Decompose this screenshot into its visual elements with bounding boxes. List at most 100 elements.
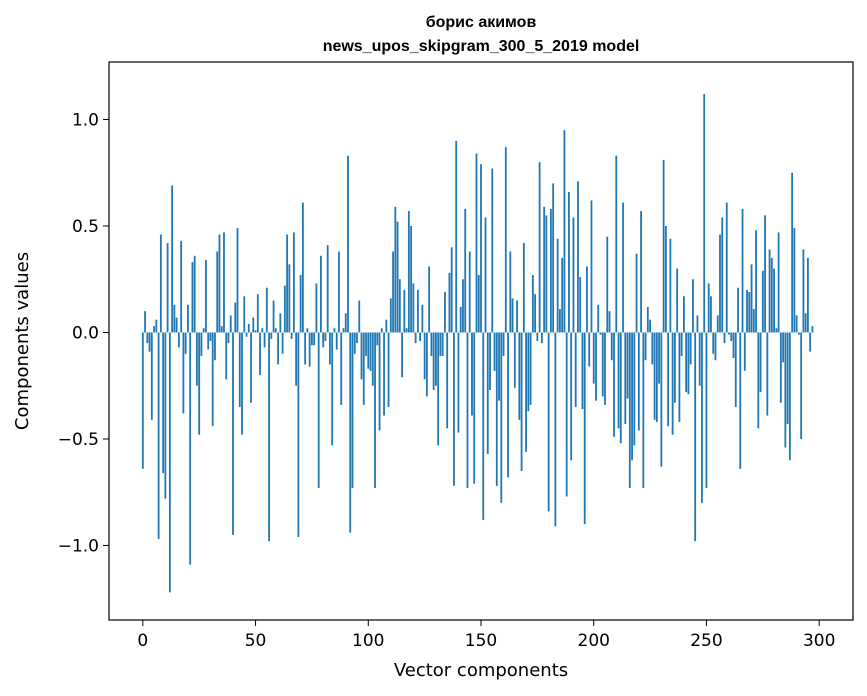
- bar-129: [432, 332, 435, 390]
- bar-152: [484, 217, 487, 333]
- bar-123: [419, 332, 422, 341]
- bar-198: [588, 332, 591, 367]
- y-tick-label: 1.0: [72, 111, 99, 131]
- bar-225: [649, 319, 651, 333]
- bar-168: [520, 332, 523, 471]
- bar-223: [644, 332, 647, 361]
- bar-261: [730, 332, 733, 341]
- bar-197: [586, 266, 588, 333]
- bar-274: [759, 332, 762, 393]
- bar-262: [732, 332, 735, 359]
- bar-19: [184, 332, 187, 354]
- bar-171: [527, 332, 530, 412]
- bar-240: [683, 296, 685, 333]
- bar-226: [651, 332, 654, 365]
- bar-217: [631, 332, 633, 461]
- bar-214: [624, 332, 627, 425]
- bar-48: [250, 332, 252, 403]
- bar-280: [773, 268, 775, 333]
- bar-115: [401, 332, 403, 378]
- bar-245: [694, 332, 697, 542]
- x-tick-label: 50: [245, 631, 267, 651]
- bar-88: [340, 332, 343, 405]
- bar-83: [329, 332, 331, 365]
- bar-71: [301, 202, 304, 333]
- bar-series: [141, 93, 814, 593]
- bar-257: [721, 217, 724, 333]
- bar-108: [385, 319, 388, 333]
- bar-105: [378, 332, 381, 431]
- bar-184: [556, 238, 559, 333]
- bar-72: [304, 332, 307, 365]
- bar-1: [144, 311, 146, 333]
- bar-62: [281, 332, 284, 354]
- bar-32: [214, 332, 216, 361]
- x-tick-label: 300: [803, 631, 835, 651]
- bar-141: [459, 306, 462, 333]
- bar-75: [311, 332, 313, 346]
- bar-21: [189, 332, 192, 565]
- bar-4: [150, 332, 153, 420]
- bar-249: [703, 93, 706, 333]
- bar-131: [437, 332, 440, 446]
- bar-253: [712, 332, 715, 354]
- bar-254: [714, 332, 717, 361]
- bar-99: [365, 332, 367, 356]
- bar-246: [696, 315, 699, 333]
- y-axis-ticks: −1.0 −0.5 0.0 0.5 1.0: [58, 111, 109, 556]
- bar-5: [153, 326, 155, 333]
- bar-35: [220, 326, 223, 333]
- bar-119: [410, 225, 413, 333]
- bar-285: [784, 332, 787, 448]
- bar-258: [723, 332, 726, 344]
- bar-237: [676, 268, 679, 333]
- bar-255: [716, 315, 719, 333]
- bar-148: [475, 153, 478, 333]
- bar-45: [243, 296, 246, 333]
- bar-136: [448, 272, 451, 333]
- bar-180: [547, 332, 550, 512]
- bar-281: [775, 328, 778, 333]
- bar-85: [333, 328, 336, 333]
- bar-164: [511, 298, 514, 333]
- bar-231: [662, 159, 665, 333]
- bar-96: [358, 300, 361, 333]
- bar-211: [617, 332, 620, 429]
- bar-14: [173, 304, 176, 333]
- bar-208: [610, 332, 613, 361]
- bar-263: [734, 332, 737, 408]
- bar-56: [268, 332, 270, 542]
- bar-112: [394, 206, 397, 333]
- bar-31: [211, 332, 214, 427]
- bar-244: [692, 279, 694, 333]
- y-axis-label: Components values: [12, 252, 33, 430]
- bar-156: [493, 332, 496, 371]
- bar-287: [788, 332, 791, 461]
- bar-193: [577, 181, 579, 333]
- bar-97: [360, 332, 363, 380]
- bar-121: [414, 332, 417, 344]
- bar-22: [191, 262, 194, 333]
- bar-155: [491, 168, 494, 333]
- bar-205: [604, 332, 606, 405]
- bar-248: [701, 332, 703, 503]
- bar-100: [367, 332, 370, 369]
- bar-268: [746, 289, 748, 333]
- bar-27: [202, 328, 205, 333]
- bar-110: [389, 298, 392, 333]
- bar-251: [707, 283, 710, 333]
- bar-290: [795, 315, 798, 333]
- x-axis-label: Vector components: [394, 660, 568, 681]
- bar-162: [507, 332, 509, 478]
- bar-138: [453, 332, 455, 486]
- bar-135: [446, 332, 449, 429]
- bar-154: [489, 332, 491, 390]
- bar-7: [157, 332, 160, 540]
- bar-41: [234, 302, 237, 333]
- bar-47: [247, 323, 250, 333]
- bar-235: [671, 332, 674, 435]
- bar-219: [635, 253, 638, 333]
- bar-282: [777, 232, 780, 333]
- bar-194: [579, 277, 582, 333]
- bar-86: [335, 332, 338, 350]
